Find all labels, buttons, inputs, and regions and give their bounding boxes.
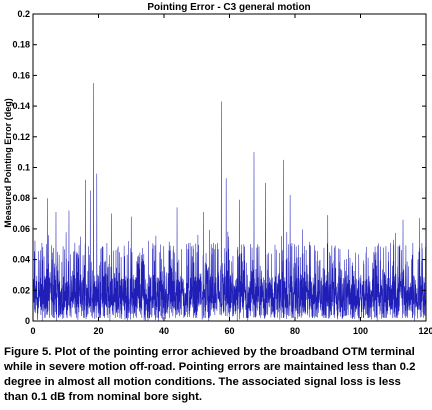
y-axis-label: Measured Pointing Error (deg) — [3, 98, 13, 228]
y-tick-label: 0.08 — [12, 193, 30, 203]
x-tick-label: 60 — [224, 326, 234, 336]
y-tick-label: 0.1 — [17, 163, 30, 173]
x-tick-label: 80 — [290, 326, 300, 336]
y-tick-label: 0.12 — [12, 132, 30, 142]
y-tick-label: 0.06 — [12, 224, 30, 234]
pointing-error-chart: Pointing Error - C3 general motion Measu… — [3, 2, 432, 336]
x-tick-label: 120 — [418, 326, 432, 336]
x-tick-label: 20 — [93, 326, 103, 336]
chart-title: Pointing Error - C3 general motion — [147, 2, 310, 13]
y-tick-label: 0.14 — [12, 101, 30, 111]
y-tick-label: 0.02 — [12, 285, 30, 295]
y-tick-label: 0.16 — [12, 70, 30, 80]
x-tick-label: 0 — [30, 326, 35, 336]
y-tick-label: 0.04 — [12, 255, 30, 265]
chart-canvas: Pointing Error - C3 general motion Measu… — [3, 2, 432, 336]
figure-caption: Figure 5. Plot of the pointing error ach… — [4, 346, 416, 403]
y-tick-label: 0.18 — [12, 40, 30, 50]
series-group — [32, 83, 427, 321]
x-tick-label: 40 — [159, 326, 169, 336]
series-line-pointing-error — [32, 83, 427, 321]
ticks-group: 0 20 40 60 80 100 120 0 0.02 0.04 0.06 0.08 0.1 0.12 0… — [12, 9, 432, 336]
y-tick-label: 0.2 — [17, 9, 30, 19]
x-tick-label: 100 — [353, 326, 368, 336]
y-tick-label: 0 — [25, 316, 30, 326]
